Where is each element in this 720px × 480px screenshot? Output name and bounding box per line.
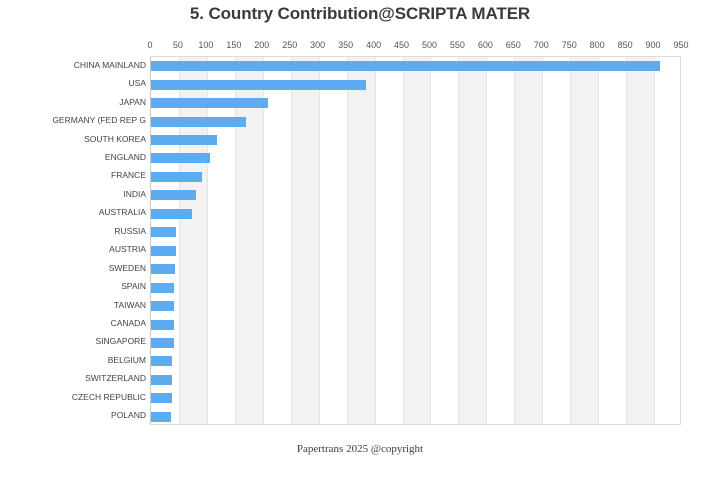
gridline [570, 57, 572, 424]
x-tick-label: 350 [338, 40, 354, 50]
gridline [206, 57, 208, 424]
x-tick-label: 400 [366, 40, 382, 50]
y-tick-label: ENGLAND [104, 151, 146, 162]
chart-title: 5. Country Contribution@SCRIPTA MATER [189, 4, 531, 23]
gridline [290, 57, 292, 424]
bar[interactable] [151, 61, 660, 72]
bar[interactable] [151, 245, 176, 256]
y-tick-label: JAPAN [119, 96, 146, 107]
x-tick-label: 700 [533, 40, 549, 50]
y-tick-label: AUSTRIA [109, 244, 146, 255]
background-band [570, 57, 599, 424]
bar[interactable] [151, 79, 367, 90]
bars-layer [151, 57, 680, 424]
gridline [598, 57, 600, 424]
x-tick-label: 150 [226, 40, 242, 50]
bar[interactable] [151, 153, 210, 164]
y-tick-label: CZECH REPUBLIC [71, 391, 146, 402]
gridline [402, 57, 404, 424]
x-tick-label: 600 [477, 40, 493, 50]
x-tick-label: 450 [394, 40, 410, 50]
x-tick-label: 250 [282, 40, 298, 50]
y-axis-category-labels: CHINA MAINLAND USA JAPAN GERMANY (FED REP G… [0, 56, 146, 425]
gridline [626, 57, 628, 424]
x-tick-label: 650 [505, 40, 521, 50]
bar[interactable] [151, 116, 247, 127]
y-tick-label: CANADA [110, 318, 146, 329]
x-tick-label: 900 [645, 40, 661, 50]
background-band [402, 57, 431, 424]
x-tick-label: 100 [198, 40, 214, 50]
bar[interactable] [151, 227, 176, 238]
y-tick-label: SPAIN [121, 281, 146, 292]
y-tick-label: TAIWAN [113, 299, 146, 310]
gridline [234, 57, 236, 424]
x-tick-label: 50 [172, 40, 183, 50]
bar[interactable] [151, 411, 172, 422]
bar[interactable] [151, 393, 172, 404]
x-tick-label: 200 [254, 40, 270, 50]
y-tick-label: RUSSIA [114, 225, 146, 236]
bar[interactable] [151, 190, 197, 201]
background-band [514, 57, 543, 424]
gridline [542, 57, 544, 424]
bar[interactable] [151, 337, 174, 348]
footer-copyright: Papertrans 2025 @copyright [296, 443, 424, 455]
bar[interactable] [151, 171, 202, 182]
y-tick-label: FRANCE [111, 170, 146, 181]
x-tick-label: 950 [673, 40, 689, 50]
gridline [654, 57, 656, 424]
bar[interactable] [151, 135, 217, 146]
bar[interactable] [151, 282, 175, 293]
y-tick-label: BELGIUM [107, 354, 146, 365]
bar[interactable] [151, 374, 173, 385]
x-tick-label: 300 [310, 40, 326, 50]
y-tick-label: INDIA [123, 188, 146, 199]
bar[interactable] [151, 301, 174, 312]
bar[interactable] [151, 319, 174, 330]
y-tick-label: SOUTH KOREA [84, 133, 146, 144]
x-axis-tick-labels: 0 50 100 150 200 250 300 350 400 450 500 550 600 650 7… [0, 40, 720, 54]
x-tick-label: 500 [421, 40, 437, 50]
background-band [458, 57, 487, 424]
background-band [626, 57, 655, 424]
y-tick-label: GERMANY (FED REP G [52, 115, 146, 126]
gridline [318, 57, 320, 424]
gridline [178, 57, 180, 424]
y-tick-label: SWEDEN [108, 262, 146, 273]
plot-area [150, 56, 681, 425]
bar[interactable] [151, 356, 173, 367]
bar[interactable] [151, 208, 193, 219]
x-tick-label: 800 [589, 40, 605, 50]
bar[interactable] [151, 98, 269, 109]
background-band [346, 57, 375, 424]
y-tick-label: POLAND [111, 410, 146, 421]
bar[interactable] [151, 264, 176, 275]
x-tick-label: 850 [617, 40, 633, 50]
gridline [262, 57, 264, 424]
y-tick-label: USA [128, 78, 146, 89]
background-band [290, 57, 319, 424]
y-tick-label: SWITZERLAND [85, 373, 146, 384]
y-tick-label: AUSTRALIA [98, 207, 146, 218]
gridline [486, 57, 488, 424]
x-tick-label: 550 [449, 40, 465, 50]
y-tick-label: CHINA MAINLAND [73, 59, 146, 70]
y-tick-label: SINGAPORE [95, 336, 146, 347]
gridline [514, 57, 516, 424]
gridline [430, 57, 432, 424]
gridline [374, 57, 376, 424]
x-tick-label: 0 [147, 40, 153, 50]
gridline [458, 57, 460, 424]
x-tick-label: 750 [561, 40, 577, 50]
gridline [346, 57, 348, 424]
